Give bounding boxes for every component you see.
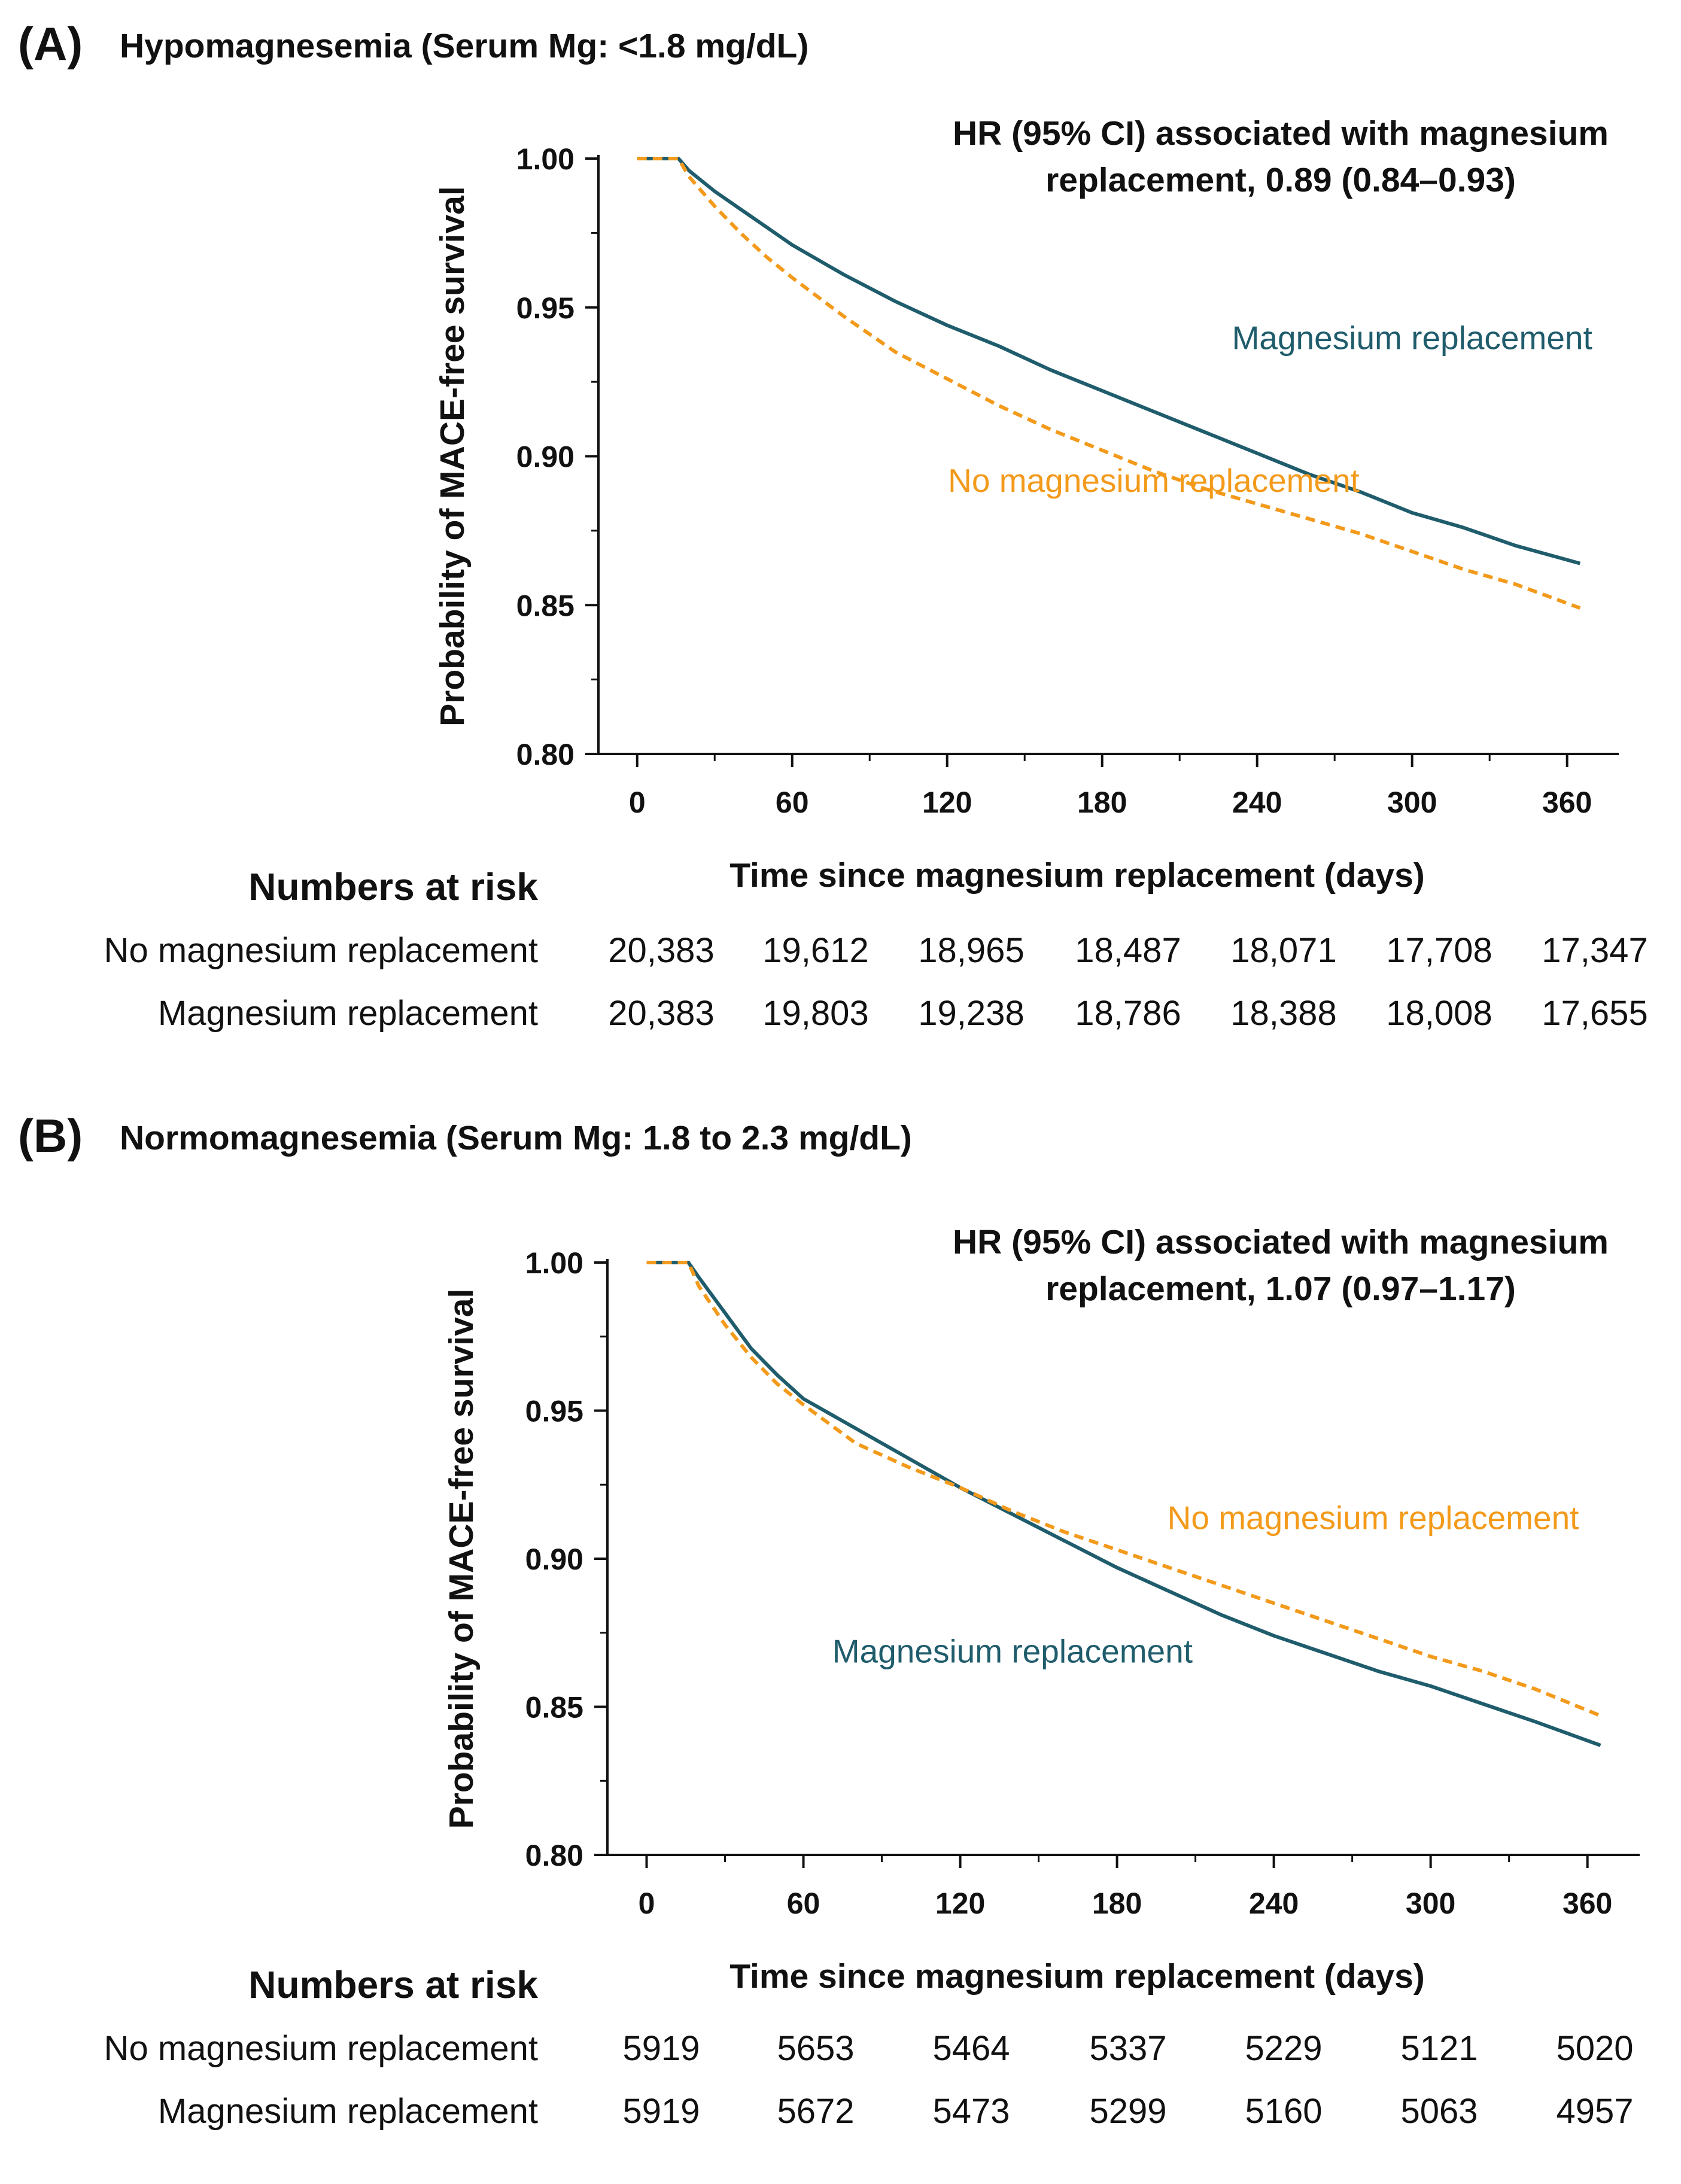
series-label: Magnesium replacement xyxy=(832,1632,1193,1669)
risk-value: 20,383 xyxy=(608,994,715,1033)
x-axis-label: Time since magnesium replacement (days) xyxy=(729,1957,1425,1996)
panel-label: (A) xyxy=(18,17,83,70)
x-tick-label: 240 xyxy=(1249,1887,1299,1920)
x-tick-label: 180 xyxy=(1092,1887,1142,1920)
x-tick-label: 60 xyxy=(787,1887,820,1920)
hr-annotation: HR (95% CI) associated with magnesium xyxy=(953,114,1609,153)
y-tick-label: 0.90 xyxy=(516,440,574,474)
x-axis-label: Time since magnesium replacement (days) xyxy=(729,856,1425,895)
series-label: No magnesium replacement xyxy=(1168,1499,1579,1537)
risk-row-label: Magnesium replacement xyxy=(157,994,538,1033)
y-tick-label: 0.95 xyxy=(516,291,574,325)
risk-value: 5653 xyxy=(777,2029,855,2068)
risk-value: 17,655 xyxy=(1542,994,1648,1033)
risk-value: 19,803 xyxy=(762,994,869,1033)
panel-a: (A) Hypomagnesemia (Serum Mg: <1.8 mg/dL… xyxy=(18,17,1648,1033)
replacement-curve xyxy=(646,1261,1601,1747)
y-tick-label: 0.95 xyxy=(525,1395,583,1428)
risk-value: 5473 xyxy=(932,2092,1010,2131)
risk-value: 5229 xyxy=(1245,2029,1323,2068)
x-tick-label: 300 xyxy=(1387,786,1437,819)
risk-value: 5919 xyxy=(622,2029,700,2068)
risk-value: 18,487 xyxy=(1075,931,1181,970)
hr-annotation: replacement, 1.07 (0.97–1.17) xyxy=(1045,1270,1516,1308)
risk-value: 5464 xyxy=(932,2029,1010,2068)
risk-value: 20,383 xyxy=(608,931,715,970)
risk-value: 5299 xyxy=(1089,2092,1167,2131)
x-tick-label: 360 xyxy=(1542,786,1592,819)
risk-value: 5121 xyxy=(1400,2029,1478,2068)
risk-value: 18,786 xyxy=(1075,994,1181,1033)
x-tick-label: 240 xyxy=(1232,786,1282,819)
y-tick-label: 0.85 xyxy=(525,1691,583,1724)
risk-value: 5063 xyxy=(1400,2092,1478,2131)
risk-table-title: Numbers at risk xyxy=(248,865,538,908)
x-tick-label: 0 xyxy=(629,786,646,819)
replacement-curve xyxy=(637,157,1581,565)
panel-label: (B) xyxy=(18,1109,83,1162)
no-replacement-curve xyxy=(637,157,1581,610)
y-tick-label: 1.00 xyxy=(525,1246,583,1280)
risk-value: 5160 xyxy=(1245,2092,1323,2131)
panel-title: Hypomagnesemia (Serum Mg: <1.8 mg/dL) xyxy=(120,27,809,65)
x-tick-label: 360 xyxy=(1563,1887,1612,1920)
km-plot-a: 0.80 0.85 0.90 0.95 1.00 0 60 120 180 240 300 360 Ti… xyxy=(433,114,1619,895)
y-axis-label: Probability of MACE-free survival xyxy=(433,186,472,726)
y-tick-label: 1.00 xyxy=(516,142,574,176)
x-tick-label: 60 xyxy=(776,786,809,819)
risk-row-label: No magnesium replacement xyxy=(104,2029,538,2068)
hr-annotation: replacement, 0.89 (0.84–0.93) xyxy=(1045,161,1516,199)
risk-table-title: Numbers at risk xyxy=(248,1963,538,2006)
risk-value: 5672 xyxy=(777,2092,855,2131)
no-replacement-curve xyxy=(646,1261,1601,1718)
series-label: Magnesium replacement xyxy=(1232,319,1592,356)
risk-value: 18,388 xyxy=(1230,994,1337,1033)
y-axis-label: Probability of MACE-free survival xyxy=(442,1289,481,1829)
risk-value: 18,965 xyxy=(918,931,1025,970)
panel-b: (B) Normomagnesemia (Serum Mg: 1.8 to 2.… xyxy=(0,1092,1681,2184)
risk-row-label: Magnesium replacement xyxy=(157,2092,538,2131)
y-tick-label: 0.80 xyxy=(516,738,574,771)
risk-value: 17,347 xyxy=(1542,931,1648,970)
x-tick-label: 120 xyxy=(922,786,972,819)
hr-annotation: HR (95% CI) associated with magnesium xyxy=(953,1223,1609,1261)
risk-value: 19,238 xyxy=(918,994,1025,1033)
x-tick-label: 120 xyxy=(935,1887,985,1920)
risk-value: 18,071 xyxy=(1230,931,1337,970)
x-tick-label: 180 xyxy=(1077,786,1127,819)
risk-value: 4957 xyxy=(1556,2092,1634,2131)
x-tick-label: 300 xyxy=(1406,1887,1455,1920)
y-tick-label: 0.90 xyxy=(525,1543,583,1576)
risk-value: 5020 xyxy=(1556,2029,1634,2068)
risk-value: 19,612 xyxy=(762,931,869,970)
y-tick-label: 0.85 xyxy=(516,589,574,622)
panel-title: Normomagnesemia (Serum Mg: 1.8 to 2.3 mg… xyxy=(120,1119,912,1157)
x-tick-label: 0 xyxy=(639,1887,655,1920)
risk-value: 17,708 xyxy=(1386,931,1492,970)
km-plot-b: 0.80 0.85 0.90 0.95 1.00 0 60 120 180 240 300 360 Ti… xyxy=(442,1223,1640,1996)
risk-value: 5337 xyxy=(1089,2029,1167,2068)
risk-value: 18,008 xyxy=(1386,994,1492,1033)
series-label: No magnesium replacement xyxy=(948,462,1360,499)
risk-value: 5919 xyxy=(622,2092,700,2131)
risk-row-label: No magnesium replacement xyxy=(104,931,538,970)
y-tick-label: 0.80 xyxy=(525,1839,583,1872)
